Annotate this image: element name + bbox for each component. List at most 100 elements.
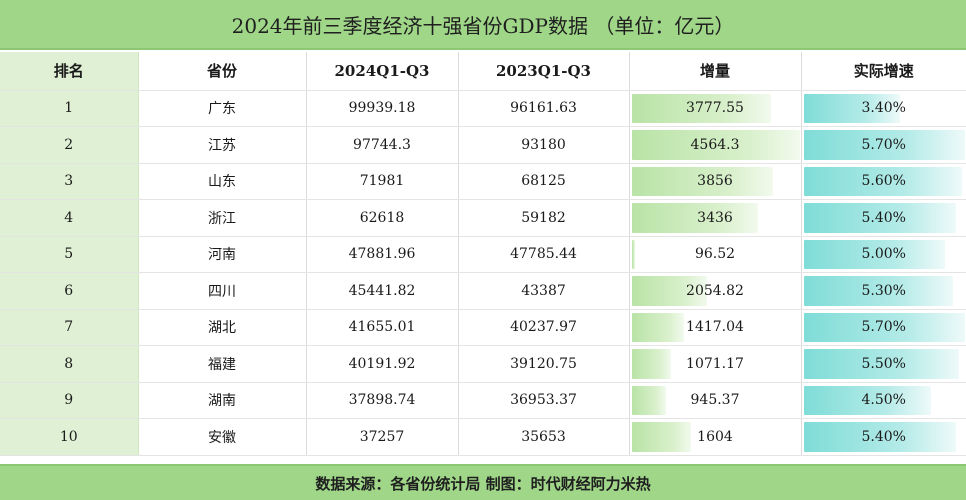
increase-value: 1417.04: [686, 319, 744, 336]
gdp-2023-cell: 43387: [458, 272, 630, 310]
increase-bar: [631, 203, 758, 233]
increase-cell: 2054.82: [629, 272, 802, 310]
gdp-2023-cell: 47785.44: [458, 236, 630, 273]
growth-cell: 5.30%: [801, 272, 966, 310]
growth-bar: [803, 312, 965, 342]
increase-cell: 1417.04: [629, 309, 802, 346]
increase-bar: [631, 385, 667, 415]
header-2023q1q3: 2023Q1-Q3: [458, 52, 630, 91]
growth-bar: [803, 239, 945, 269]
header-growth: 实际增速: [801, 52, 966, 91]
gdp-2024-cell: 99939.18: [306, 90, 459, 127]
increase-cell: 1071.17: [629, 345, 802, 383]
table-row: 8 福建 40191.92 39120.75 1071.17 5.50%: [0, 345, 966, 383]
increase-bar: [631, 239, 636, 269]
growth-cell: 5.40%: [801, 199, 966, 237]
rank-cell: 4: [0, 199, 139, 237]
gdp-2023-cell: 39120.75: [458, 345, 630, 383]
table-row: 9 湖南 37898.74 36953.37 945.37 4.50%: [0, 382, 966, 419]
gdp-2024-cell: 41655.01: [306, 309, 459, 346]
increase-value: 3436: [697, 209, 733, 226]
growth-value: 5.60%: [861, 173, 906, 190]
gdp-2023-cell: 40237.97: [458, 309, 630, 346]
rank-cell: 7: [0, 309, 139, 346]
province-cell: 安徽: [138, 418, 307, 456]
province-cell: 湖北: [138, 309, 307, 346]
gdp-2024-cell: 40191.92: [306, 345, 459, 383]
province-cell: 福建: [138, 345, 307, 383]
gdp-2024-cell: 62618: [306, 199, 459, 237]
increase-value: 2054.82: [686, 282, 744, 299]
growth-bar: [803, 422, 957, 452]
gdp-2023-cell: 35653: [458, 418, 630, 456]
province-cell: 江苏: [138, 126, 307, 164]
table-row: 3 山东 71981 68125 3856 5.60%: [0, 163, 966, 200]
increase-bar: [631, 130, 800, 160]
increase-value: 96.52: [694, 246, 736, 263]
table-row: 4 浙江 62618 59182 3436 5.40%: [0, 199, 966, 237]
increase-value: 1604: [697, 428, 733, 445]
province-cell: 广东: [138, 90, 307, 127]
increase-cell: 945.37: [629, 382, 802, 419]
growth-bar: [803, 130, 965, 160]
rank-cell: 5: [0, 236, 139, 273]
growth-value: 5.40%: [861, 428, 906, 445]
growth-value: 3.40%: [861, 100, 906, 117]
table-row: 1 广东 99939.18 96161.63 3777.55 3.40%: [0, 90, 966, 127]
growth-cell: 3.40%: [801, 90, 966, 127]
growth-value: 5.70%: [861, 136, 906, 153]
gdp-table: 排名 省份 2024Q1-Q3 2023Q1-Q3 增量 实际增速 1 广东 999…: [0, 52, 966, 456]
table-body: 1 广东 99939.18 96161.63 3777.55 3.40% 2 江苏 97744.…: [0, 90, 966, 456]
growth-bar: [803, 203, 957, 233]
growth-bar: [803, 276, 954, 306]
rank-cell: 9: [0, 382, 139, 419]
header-rank: 排名: [0, 52, 139, 91]
province-cell: 浙江: [138, 199, 307, 237]
gdp-2024-cell: 45441.82: [306, 272, 459, 310]
growth-cell: 5.70%: [801, 126, 966, 164]
table-row: 6 四川 45441.82 43387 2054.82 5.30%: [0, 272, 966, 310]
growth-value: 5.30%: [861, 282, 906, 299]
gdp-2023-cell: 93180: [458, 126, 630, 164]
rank-cell: 6: [0, 272, 139, 310]
rank-cell: 3: [0, 163, 139, 200]
increase-value: 3856: [697, 173, 733, 190]
growth-bar: [803, 93, 900, 123]
increase-cell: 1604: [629, 418, 802, 456]
increase-bar: [631, 422, 691, 452]
source-footer-text: 数据来源：各省份统计局 制图：时代财经阿力米热: [315, 474, 651, 493]
increase-value: 4564.3: [690, 136, 740, 153]
header-province: 省份: [138, 52, 307, 91]
table-header-row: 排名 省份 2024Q1-Q3 2023Q1-Q3 增量 实际增速: [0, 52, 966, 91]
increase-value: 3777.55: [686, 100, 744, 117]
rank-cell: 2: [0, 126, 139, 164]
header-increase: 增量: [629, 52, 802, 91]
growth-value: 5.40%: [861, 209, 906, 226]
table-row: 10 安徽 37257 35653 1604 5.40%: [0, 418, 966, 456]
increase-value: 1071.17: [686, 355, 744, 372]
increase-bar: [631, 93, 771, 123]
growth-cell: 5.50%: [801, 345, 966, 383]
gdp-2024-cell: 37257: [306, 418, 459, 456]
growth-cell: 5.00%: [801, 236, 966, 273]
growth-value: 5.00%: [861, 246, 906, 263]
rank-cell: 8: [0, 345, 139, 383]
growth-cell: 5.40%: [801, 418, 966, 456]
rank-cell: 10: [0, 418, 139, 456]
growth-value: 4.50%: [861, 392, 906, 409]
table-row: 5 河南 47881.96 47785.44 96.52 5.00%: [0, 236, 966, 273]
increase-bar: [631, 312, 684, 342]
header-2024q1q3: 2024Q1-Q3: [306, 52, 459, 91]
gdp-2023-cell: 36953.37: [458, 382, 630, 419]
growth-bar: [803, 385, 931, 415]
gdp-2023-cell: 96161.63: [458, 90, 630, 127]
page-title-text: 2024年前三季度经济十强省份GDP数据 （单位：亿元）: [231, 13, 735, 38]
growth-cell: 4.50%: [801, 382, 966, 419]
growth-value: 5.50%: [861, 355, 906, 372]
gdp-2023-cell: 68125: [458, 163, 630, 200]
increase-cell: 4564.3: [629, 126, 802, 164]
province-cell: 河南: [138, 236, 307, 273]
growth-bar: [803, 166, 962, 196]
growth-cell: 5.70%: [801, 309, 966, 346]
province-cell: 山东: [138, 163, 307, 200]
